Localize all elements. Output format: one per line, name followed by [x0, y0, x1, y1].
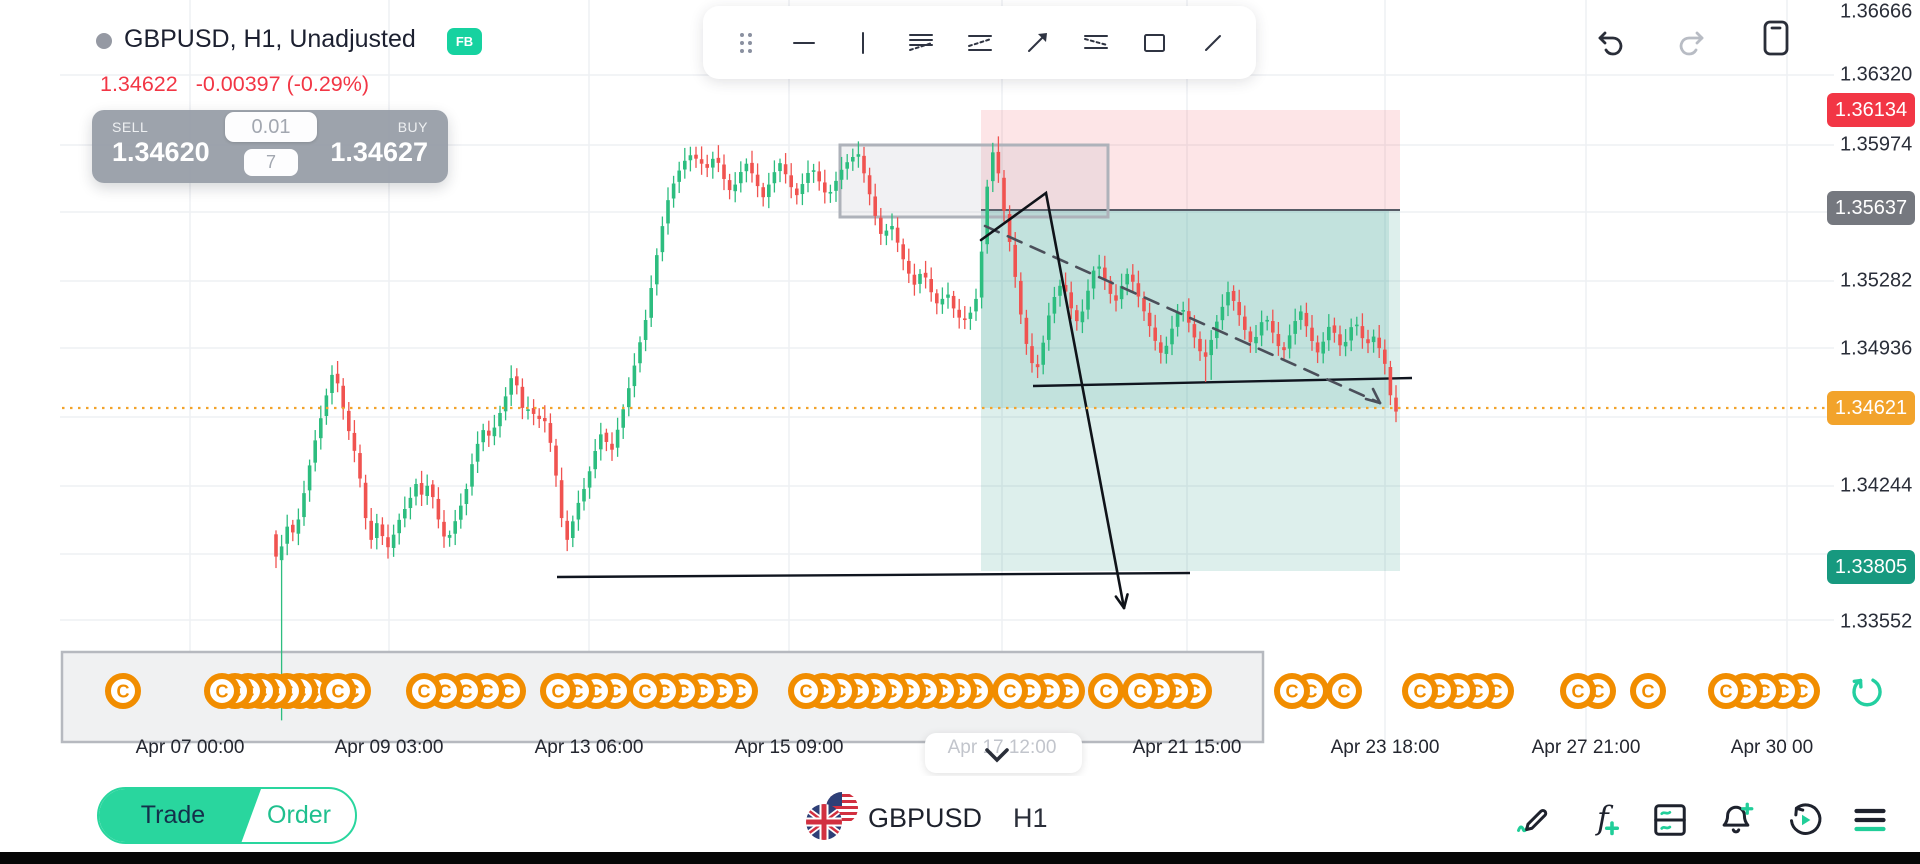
entry-price-badge: 1.35637 [1827, 191, 1915, 225]
time-axis-label: Apr 21 15:00 [1132, 737, 1242, 758]
time-axis-label: Apr 30 00 [1730, 737, 1814, 758]
order-tab[interactable]: Order [267, 801, 331, 829]
drag-handle-icon[interactable] [725, 22, 767, 64]
sell-label: SELL [112, 119, 149, 135]
svg-text:C: C [552, 682, 565, 702]
draw-icon[interactable] [1513, 798, 1557, 842]
drawing-toolbar [703, 6, 1256, 79]
svg-text:C: C [460, 682, 473, 702]
svg-text:C: C [117, 682, 130, 702]
time-axis-label: Apr 13 06:00 [534, 737, 644, 758]
chevron-down-icon[interactable] [981, 746, 1013, 766]
support-line-1[interactable] [556, 571, 1191, 579]
vertical-line-icon[interactable] [842, 22, 884, 64]
home-indicator-bar [0, 852, 1920, 864]
svg-text:C: C [216, 682, 229, 702]
horizontal-line-icon[interactable] [783, 22, 825, 64]
svg-text:C: C [1338, 682, 1351, 702]
svg-text:C: C [1720, 682, 1733, 702]
add-alert-icon[interactable] [1714, 798, 1758, 842]
svg-text:C: C [1572, 682, 1585, 702]
gbp-flag-icon [806, 804, 842, 840]
redo-button[interactable] [1670, 22, 1710, 62]
price-axis-label: 1.35974 [1840, 133, 1913, 156]
time-axis-label: Apr 17 12:00 [947, 737, 1057, 758]
add-indicator-icon[interactable]: f [1584, 798, 1628, 842]
projection-arrow[interactable] [979, 190, 1129, 610]
lot-size-field[interactable]: 0.01 [225, 112, 317, 142]
timeframe-selector[interactable]: H1 [1013, 803, 1048, 833]
price-axis-label: 1.35282 [1840, 269, 1913, 292]
target-price-badge: 1.33805 [1827, 550, 1915, 584]
reward-zone[interactable] [981, 210, 1400, 571]
menu-icon[interactable] [1848, 798, 1892, 842]
support-line-2[interactable] [1032, 376, 1413, 388]
current-price-badge: 1.34621 [1827, 391, 1915, 425]
price-axis-label: 1.34244 [1840, 474, 1913, 497]
price-axis-label: 1.36320 [1840, 63, 1913, 86]
svg-text:C: C [1414, 682, 1427, 702]
time-axis-label: Apr 07 00:00 [135, 737, 245, 758]
svg-text:C: C [1100, 682, 1113, 702]
ascending-channel-icon[interactable] [900, 22, 942, 64]
time-axis-label: Apr 23 18:00 [1330, 737, 1440, 758]
last-price: 1.34622 [100, 72, 178, 96]
candles [274, 136, 1398, 721]
svg-text:C: C [332, 682, 345, 702]
price-axis-label: 1.36666 [1840, 0, 1913, 23]
chart-layout-icon[interactable] [1648, 798, 1692, 842]
symbol-status-dot [96, 33, 112, 49]
symbol-title[interactable]: GBPUSD, H1, Unadjusted [124, 25, 416, 53]
svg-text:C: C [1642, 682, 1655, 702]
consolidation-box[interactable] [838, 143, 1110, 219]
ascending-parallel-channel-icon[interactable] [959, 22, 1001, 64]
trend-line-icon[interactable] [1192, 22, 1234, 64]
rectangle-icon[interactable] [1134, 22, 1176, 64]
svg-text:C: C [1134, 682, 1147, 702]
buy-label: BUY [397, 119, 428, 135]
svg-text:C: C [502, 682, 515, 702]
descending-parallel-channel-icon[interactable] [1075, 22, 1117, 64]
sell-price-button[interactable]: 1.34620 [112, 137, 210, 167]
svg-text:C: C [439, 682, 452, 702]
trend-arrow-icon[interactable] [1017, 22, 1059, 64]
trade-tab[interactable]: Trade [99, 789, 261, 842]
dashed-trendline[interactable] [983, 224, 1382, 405]
trade-order-switch: Trade Order [97, 787, 357, 844]
svg-text:C: C [1004, 682, 1017, 702]
svg-text:C: C [639, 682, 652, 702]
broker-badge: FB [447, 28, 482, 55]
svg-text:C: C [481, 682, 494, 702]
price-axis-label: 1.33552 [1840, 610, 1913, 633]
time-axis-label: Apr 09 03:00 [334, 737, 444, 758]
svg-text:C: C [1286, 682, 1299, 702]
buy-price-button[interactable]: 1.34627 [330, 137, 428, 167]
price-row: 1.34622 -0.00397 (-0.29%) [100, 72, 369, 97]
undo-button[interactable] [1592, 22, 1632, 62]
stop-price-badge: 1.36134 [1827, 93, 1915, 127]
time-axis-label: Apr 15 09:00 [734, 737, 844, 758]
price-change: -0.00397 (-0.29%) [195, 72, 370, 96]
risk-zone[interactable] [981, 110, 1400, 210]
screenshot-device-icon[interactable] [1756, 18, 1796, 58]
time-axis-label: Apr 27 21:00 [1531, 737, 1641, 758]
symbol-selector[interactable]: GBPUSD [868, 803, 983, 833]
svg-text:C: C [800, 682, 813, 702]
svg-text:C: C [418, 682, 431, 702]
price-axis-label: 1.34936 [1840, 337, 1913, 360]
spread-value: 7 [244, 149, 298, 176]
bar-replay-icon[interactable] [1783, 798, 1827, 842]
bottom-bar: Trade Order GBPUSD H1 [0, 776, 1920, 852]
reset-chart-view-button[interactable] [1848, 672, 1886, 710]
sell-buy-widget: SELL 1.34620 BUY 1.34627 0.01 7 [92, 110, 448, 183]
